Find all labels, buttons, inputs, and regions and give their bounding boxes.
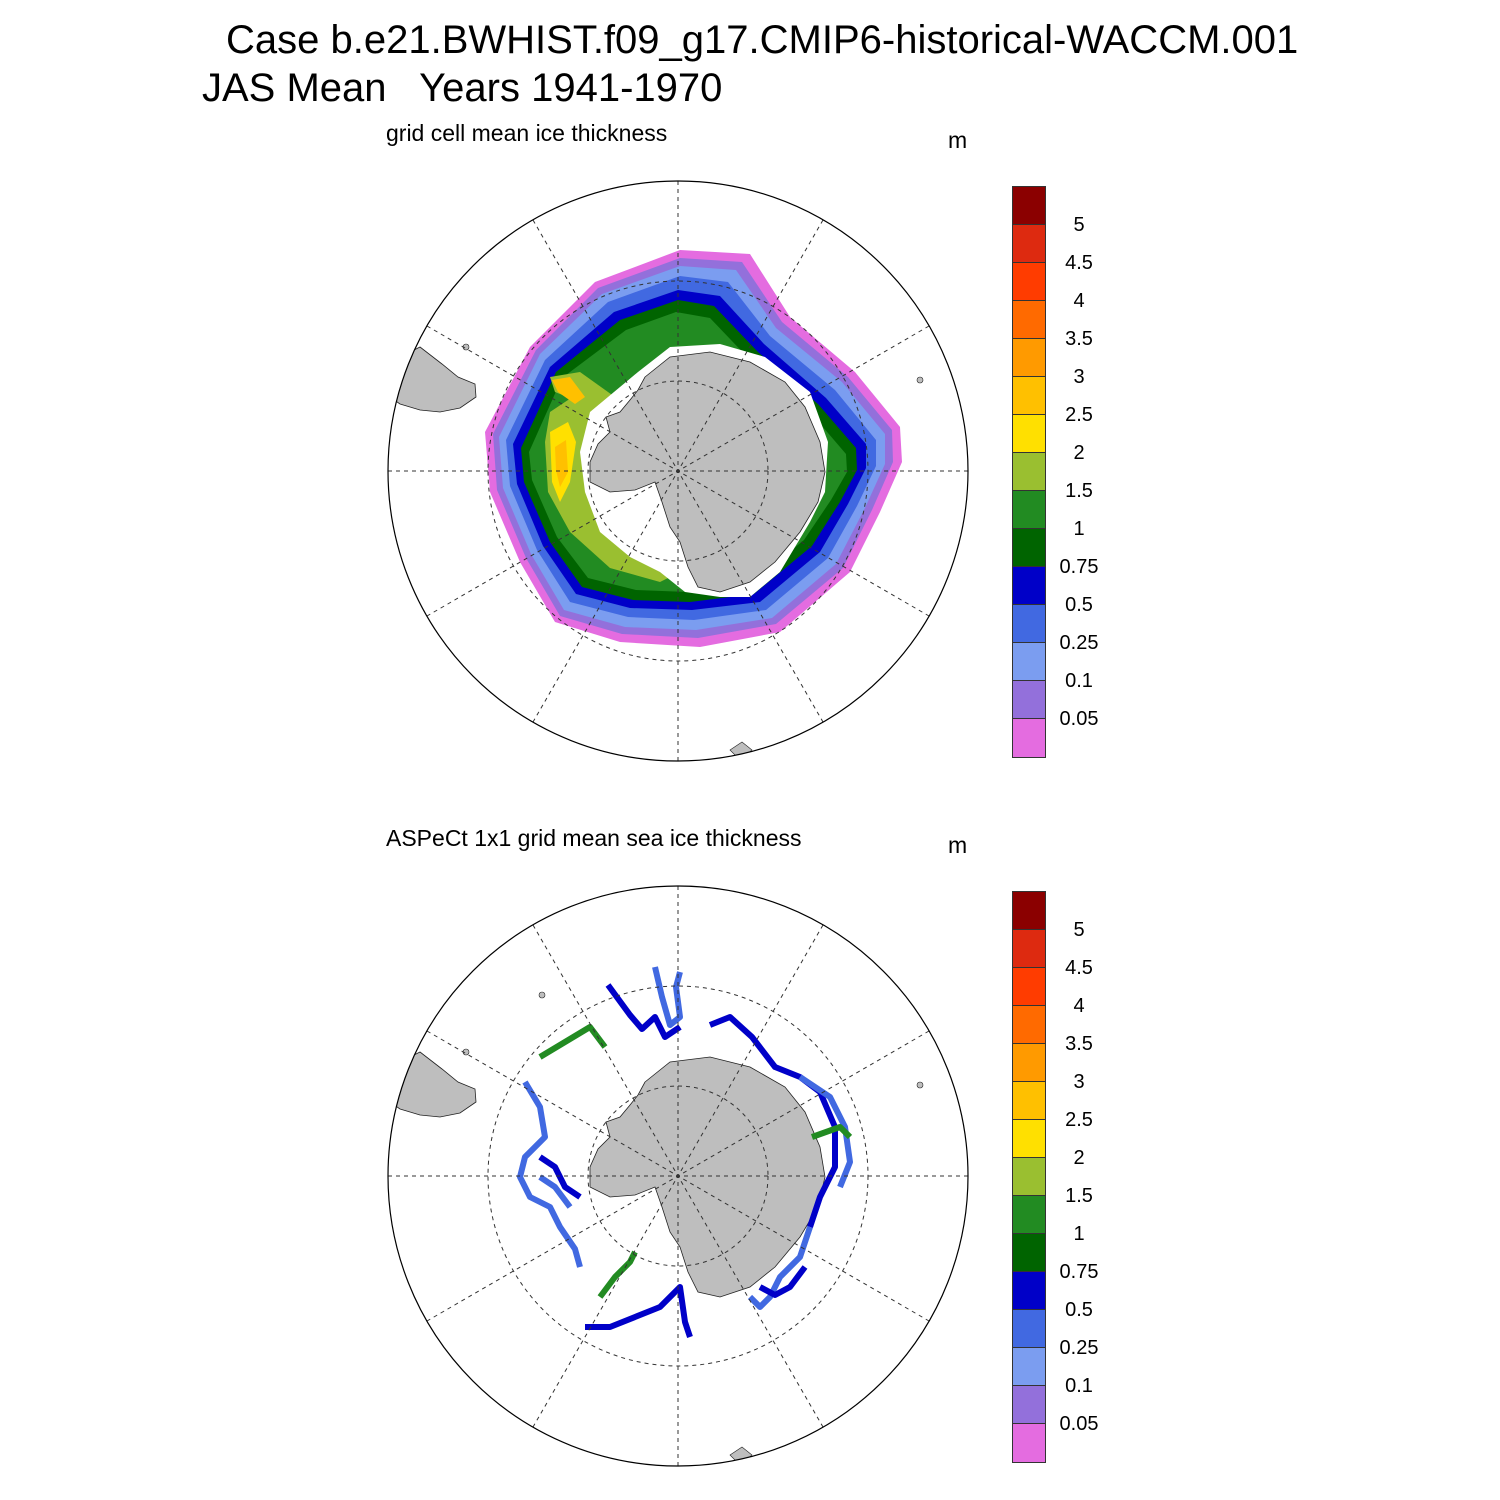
colorbar-label: 3: [1073, 1071, 1085, 1093]
ship-track: [538, 1174, 573, 1209]
colorbar-label: 2.5: [1065, 404, 1093, 426]
ship-track: [538, 1154, 582, 1200]
colorbar-swatch: [1012, 1043, 1046, 1083]
colorbar-swatch: [1012, 1195, 1046, 1235]
case-title: Case b.e21.BWHIST.f09_g17.CMIP6-historic…: [226, 18, 1299, 62]
colorbar-label: 1.5: [1065, 480, 1093, 502]
colorbar-label: 1: [1073, 518, 1085, 540]
colorbar-label: 3.5: [1065, 328, 1093, 350]
colorbar-swatch: [1012, 490, 1046, 530]
colorbar-swatch: [1012, 967, 1046, 1007]
period-title: JAS Mean Years 1941-1970: [202, 66, 723, 110]
colorbar-label: 2.5: [1065, 1109, 1093, 1131]
colorbar-swatch: [1012, 224, 1046, 264]
ship-track: [597, 1250, 638, 1299]
colorbar-label: 2: [1073, 442, 1085, 464]
colorbar-swatch: [1012, 414, 1046, 454]
colorbar-label: 0.75: [1059, 1261, 1099, 1283]
colorbar-swatch: [1012, 452, 1046, 492]
colorbar-label: 0.05: [1059, 708, 1099, 730]
ship-track: [652, 966, 683, 1028]
colorbar-swatch: [1012, 1081, 1046, 1121]
colorbar-label: 4.5: [1065, 957, 1093, 979]
colorbar-label: 0.5: [1065, 1299, 1093, 1321]
ice-band-3: [555, 440, 568, 487]
panel1-polar-map: [387, 180, 969, 762]
colorbar-swatch: [1012, 929, 1046, 969]
panel2-unit: m: [948, 832, 968, 858]
ship-track: [605, 983, 682, 1040]
colorbar-swatch: [1012, 891, 1046, 931]
colorbar-label: 4: [1073, 290, 1085, 312]
ice-band-yellow-weddell-core: [552, 377, 585, 404]
colorbar-swatch: [1012, 642, 1046, 682]
colorbar-label: 1.5: [1065, 1185, 1093, 1207]
colorbar-label: 4: [1073, 995, 1085, 1017]
colorbar-swatch: [1012, 262, 1046, 302]
panel1-unit: m: [948, 127, 968, 153]
ice-band-2: [545, 392, 680, 582]
colorbar-swatch: [1012, 1347, 1046, 1387]
colorbar-label: 0.25: [1059, 632, 1099, 654]
colorbar-swatch: [1012, 338, 1046, 378]
colorbar-swatch: [1012, 1271, 1046, 1311]
antarctica-land: [589, 1056, 826, 1298]
colorbar-label: 0.75: [1059, 556, 1099, 578]
colorbar-swatch: [1012, 566, 1046, 606]
panel1-title: grid cell mean ice thickness: [386, 120, 668, 146]
colorbar-swatch: [1012, 1119, 1046, 1159]
ship-track: [747, 1226, 813, 1310]
colorbar-swatch: [1012, 1423, 1046, 1463]
colorbar-label: 5: [1073, 919, 1085, 941]
ship-track: [810, 1124, 853, 1140]
panel2-title: ASPeCt 1x1 grid mean sea ice thickness: [386, 825, 802, 851]
colorbar-swatch: [1012, 1005, 1046, 1045]
colorbar-swatch: [1012, 1309, 1046, 1349]
ship-track: [798, 1074, 853, 1189]
colorbar-label: 3.5: [1065, 1033, 1093, 1055]
colorbar-swatch: [1012, 1157, 1046, 1197]
colorbar-label: 0.25: [1059, 1337, 1099, 1359]
ship-track: [538, 1024, 608, 1060]
colorbar-label: 2: [1073, 1147, 1085, 1169]
antarctica-land: [589, 351, 826, 593]
panel2-polar-map: [387, 885, 969, 1467]
colorbar-label: 1: [1073, 1223, 1085, 1245]
colorbar-swatch: [1012, 718, 1046, 758]
colorbar-swatch: [1012, 680, 1046, 720]
colorbar-swatch: [1012, 186, 1046, 226]
colorbar-swatch: [1012, 604, 1046, 644]
colorbar-label: 0.1: [1065, 670, 1093, 692]
colorbar-swatch: [1012, 1385, 1046, 1425]
colorbar-swatch: [1012, 528, 1046, 568]
colorbar-label: 0.1: [1065, 1375, 1093, 1397]
colorbar-swatch: [1012, 376, 1046, 416]
colorbar-swatch: [1012, 1233, 1046, 1273]
ship-track: [758, 1265, 808, 1298]
colorbar-label: 3: [1073, 366, 1085, 388]
ship-track: [585, 1284, 693, 1338]
colorbar-label: 0.5: [1065, 594, 1093, 616]
colorbar-swatch: [1012, 300, 1046, 340]
colorbar-label: 0.05: [1059, 1413, 1099, 1435]
colorbar-label: 4.5: [1065, 252, 1093, 274]
ship-track: [517, 1080, 583, 1268]
colorbar-label: 5: [1073, 214, 1085, 236]
